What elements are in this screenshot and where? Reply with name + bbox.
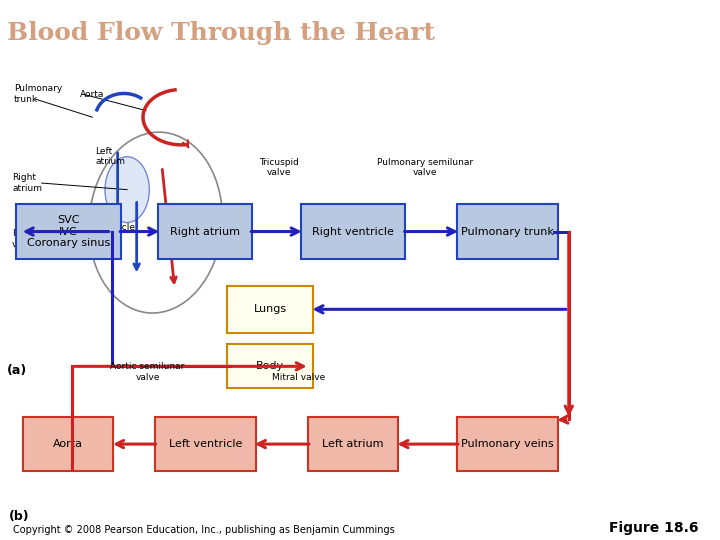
Text: Tricuspid
valve: Tricuspid valve: [259, 158, 300, 177]
Text: SVC
IVC
Coronary sinus: SVC IVC Coronary sinus: [27, 215, 110, 248]
Ellipse shape: [105, 157, 149, 222]
Text: Left atrium: Left atrium: [322, 439, 384, 449]
Text: Lungs: Lungs: [253, 305, 287, 314]
Text: Right atrium: Right atrium: [170, 227, 240, 237]
Text: Mitral valve: Mitral valve: [272, 373, 325, 382]
FancyBboxPatch shape: [457, 417, 558, 471]
FancyBboxPatch shape: [16, 204, 121, 259]
Text: Figure 18.6: Figure 18.6: [609, 521, 698, 535]
Text: Pulmonary semilunar
valve: Pulmonary semilunar valve: [377, 158, 473, 177]
Text: Copyright © 2008 Pearson Education, Inc., publishing as Benjamin Cummings: Copyright © 2008 Pearson Education, Inc.…: [13, 524, 395, 535]
Text: Left ventricle: Left ventricle: [168, 439, 242, 449]
Text: Aortic semilunar
valve: Aortic semilunar valve: [110, 362, 185, 382]
Text: Aorta: Aorta: [53, 439, 84, 449]
Text: Aorta: Aorta: [80, 90, 104, 99]
Text: Left
ventricle: Left ventricle: [96, 213, 135, 232]
Text: Pulmonary
trunk: Pulmonary trunk: [14, 84, 62, 104]
Text: Pulmonary veins: Pulmonary veins: [462, 439, 554, 449]
FancyBboxPatch shape: [301, 204, 405, 259]
Text: Left
atrium: Left atrium: [96, 147, 125, 166]
Text: Pulmonary trunk: Pulmonary trunk: [462, 227, 554, 237]
Text: Right
atrium: Right atrium: [12, 173, 42, 193]
FancyBboxPatch shape: [158, 204, 252, 259]
Text: Blood Flow Through the Heart: Blood Flow Through the Heart: [7, 21, 435, 45]
FancyBboxPatch shape: [227, 286, 313, 333]
FancyBboxPatch shape: [457, 204, 558, 259]
FancyBboxPatch shape: [155, 417, 256, 471]
Text: (b): (b): [9, 510, 30, 523]
Text: Right ventricle: Right ventricle: [312, 227, 394, 237]
Text: Right
ventricle: Right ventricle: [12, 230, 52, 249]
FancyBboxPatch shape: [227, 345, 313, 388]
Text: Body: Body: [256, 361, 284, 372]
Text: (a): (a): [6, 364, 27, 377]
FancyBboxPatch shape: [23, 417, 114, 471]
FancyBboxPatch shape: [308, 417, 397, 471]
